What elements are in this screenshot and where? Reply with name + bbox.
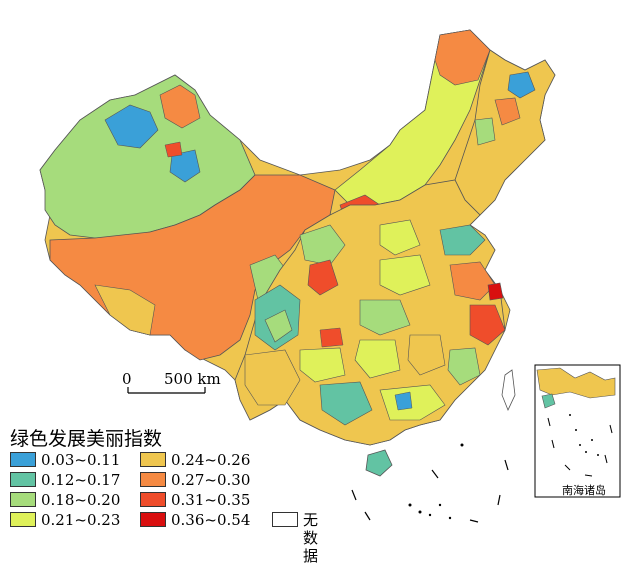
legend-swatch — [10, 472, 36, 487]
scale-start-label: 0 — [122, 370, 132, 388]
region-shaanxi-red — [307, 259, 339, 296]
legend-swatch — [10, 492, 36, 507]
legend-title: 绿色发展美丽指数 — [10, 428, 163, 450]
legend-label: 0.36~0.54 — [171, 511, 251, 529]
region-tibet-yellow — [94, 284, 156, 336]
region-fujian — [447, 347, 481, 386]
inset-islands — [569, 414, 599, 456]
legend-swatch — [10, 512, 36, 527]
legend-label: 无数据 — [303, 511, 319, 565]
inset-dashes — [547, 417, 613, 477]
region-xj-blue-2 — [169, 149, 201, 183]
region-guangdong — [379, 384, 446, 421]
region-gd-blue — [394, 391, 413, 411]
legend-label: 0.31~0.35 — [171, 491, 251, 509]
region-ne-blue — [507, 71, 536, 99]
region-shanghai — [487, 282, 504, 301]
region-henan — [379, 254, 431, 296]
inset-label: 南海诸岛 — [562, 484, 606, 497]
region-guizhou — [299, 347, 346, 383]
nine-dash-line — [351, 459, 509, 523]
region-sichuan-green — [264, 309, 293, 343]
region-guangxi — [319, 381, 373, 426]
region-xj-blue-1 — [104, 104, 159, 149]
region-xj-orange — [159, 84, 201, 129]
legend-swatch — [10, 452, 36, 467]
region-ne-orange — [494, 97, 521, 126]
region-hunan — [354, 339, 401, 379]
legend-swatch — [140, 472, 166, 487]
china-map — [39, 29, 621, 523]
region-gansu-green — [299, 224, 346, 266]
region-chongqing-red — [319, 327, 344, 348]
region-ne-green — [474, 117, 496, 146]
legend-label: 0.03~0.11 — [41, 451, 121, 469]
region-xj-red — [164, 141, 183, 158]
inset-hainan — [541, 393, 556, 409]
region-yunnan — [244, 349, 301, 406]
scale-bar — [127, 387, 206, 394]
legend-swatch — [140, 512, 166, 527]
legend-label: 0.21~0.23 — [41, 511, 121, 529]
legend-label: 0.12~0.17 — [41, 471, 121, 489]
legend-label: 0.18~0.20 — [41, 491, 121, 509]
region-jiangxi — [407, 334, 446, 376]
legend-label: 0.27~0.30 — [171, 471, 251, 489]
region-jiangsu — [449, 261, 496, 301]
region-zhejiang — [469, 304, 506, 346]
region-shandong — [439, 224, 486, 256]
region-taiwan — [501, 369, 516, 412]
region-hubei — [359, 299, 411, 336]
legend-swatch — [272, 512, 298, 527]
region-hebei-green — [379, 219, 421, 256]
scale-end-label: 500 km — [164, 370, 221, 388]
legend-swatch — [140, 492, 166, 507]
legend-swatch — [140, 452, 166, 467]
islands — [408, 443, 464, 520]
region-hulunbuir — [434, 29, 491, 86]
legend-label: 0.24~0.26 — [171, 451, 251, 469]
region-hainan — [365, 449, 393, 477]
